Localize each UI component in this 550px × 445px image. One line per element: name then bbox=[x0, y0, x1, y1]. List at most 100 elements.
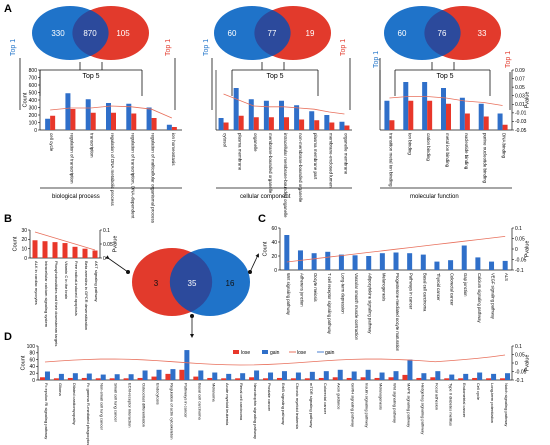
category-tick-label: Fc epsilon RI signaling pathway bbox=[44, 383, 49, 439]
bar-gain bbox=[65, 93, 71, 130]
category-tick-label: Intracellular calcium signaling system bbox=[44, 261, 49, 328]
y-tick-right-label: 0.03 bbox=[515, 93, 525, 99]
y-tick-label: 200 bbox=[29, 113, 38, 119]
y-axis-right-title: Pvalue bbox=[525, 241, 531, 258]
category-tick-label: regulation of multicellular organismal p… bbox=[151, 133, 156, 224]
category-tick-label: metal ion binding bbox=[445, 133, 450, 168]
venn-mid-count: 35 bbox=[188, 279, 197, 288]
legend-swatch-gain bbox=[262, 350, 268, 354]
bar-lose bbox=[346, 377, 352, 380]
category-tick-label: ALS bbox=[504, 273, 509, 281]
category-tick-label: Calcium signaling pathway bbox=[477, 273, 482, 323]
bar-gain bbox=[284, 235, 290, 270]
bar-gain bbox=[421, 373, 427, 380]
bar-lose bbox=[360, 377, 366, 380]
bar-gain bbox=[477, 372, 483, 380]
venn-right-count: 33 bbox=[478, 29, 487, 38]
y-tick-label: 40 bbox=[29, 364, 35, 370]
category-tick-label: T cell receptor signaling pathway bbox=[327, 273, 332, 335]
category-tick-label: Pathways in cancer bbox=[409, 273, 414, 310]
top1-right-label: Top 1 bbox=[165, 39, 172, 56]
y-tick-right-label: -0.03 bbox=[515, 119, 527, 125]
bar-lose bbox=[249, 377, 255, 380]
y-tick-label: 0 bbox=[274, 268, 277, 274]
bar-lose bbox=[444, 378, 450, 380]
bar-lose bbox=[32, 240, 38, 258]
top5-label: Top 5 bbox=[82, 73, 99, 80]
bar-gain bbox=[449, 374, 455, 380]
bar-lose bbox=[90, 112, 96, 130]
bar-lose bbox=[151, 376, 157, 380]
category-tick-label: ECM-receptor interaction bbox=[128, 383, 133, 427]
category-tick-label: Melanogenesis bbox=[381, 273, 386, 301]
category-tick-label: nucleotide binding bbox=[464, 133, 469, 170]
venn-a-molecular: 60 76 33 Top 1 Top 1 Top 5 bbox=[373, 6, 512, 110]
y-tick-right-label: 0.01 bbox=[515, 102, 525, 108]
category-tick-label: Vitamin C in the brain bbox=[64, 261, 69, 299]
bar-lose bbox=[207, 377, 213, 380]
bar-gain bbox=[384, 100, 390, 130]
category-tick-label: Prostate cancer bbox=[267, 383, 272, 412]
category-tick-label: Thyroid cancer bbox=[436, 273, 441, 301]
bar-gain bbox=[325, 251, 331, 270]
y-tick-label: 10 bbox=[21, 246, 27, 252]
y-axis-right-title: Pvalue bbox=[113, 236, 119, 253]
bar-gain bbox=[295, 372, 301, 380]
bar-lose bbox=[50, 115, 56, 130]
bar-gain bbox=[497, 113, 503, 130]
y-tick-right-label: 0 bbox=[515, 361, 518, 367]
venn-left-count: 3 bbox=[154, 279, 159, 288]
category-tick-label: Wnt signaling pathway bbox=[393, 383, 398, 423]
y-tick-right-label: 0.05 bbox=[103, 242, 113, 248]
bar-gain bbox=[407, 359, 413, 380]
venn-mid-count: 76 bbox=[438, 29, 447, 38]
bar-gain bbox=[323, 371, 329, 380]
pvalue-line bbox=[223, 93, 345, 115]
chart-a-molecular-function: 0.09 0.07 0.05 0.03 0.01 -0.01 -0.03 -0.05 Pvalu… bbox=[379, 68, 531, 187]
category-tick-label: Wnt signaling pathway bbox=[286, 273, 291, 316]
y-tick-right-label: -0.01 bbox=[515, 111, 527, 117]
bar-gain bbox=[478, 103, 484, 130]
bar-lose bbox=[332, 377, 338, 380]
category-tick-label: Phosphoinositides and their downstream t… bbox=[54, 261, 59, 346]
category-tick-label: Endometrial cancer bbox=[462, 383, 467, 418]
bar-gain bbox=[44, 371, 50, 380]
arrow-dot-c bbox=[248, 270, 252, 274]
category-tick-label: Long-term depression bbox=[340, 273, 345, 314]
bar-lose bbox=[458, 378, 464, 380]
y-axis-right-title: Pvalue bbox=[525, 92, 531, 109]
y-tick-right-label: 0.07 bbox=[515, 76, 525, 82]
bar-lose bbox=[82, 248, 88, 258]
category-tick-label: Acute myeloid leukemia bbox=[225, 383, 230, 426]
category-tick-label: Endocytosis bbox=[156, 383, 161, 405]
bar-lose bbox=[318, 377, 324, 380]
bar-lose bbox=[111, 112, 116, 130]
bar-lose bbox=[235, 378, 241, 380]
bar-lose bbox=[408, 100, 414, 130]
category-tick-label: Dilated cardiomyopathy bbox=[72, 383, 77, 425]
category-tick-label: Notch signaling pathway bbox=[504, 383, 509, 426]
category-tick-label: non-membrane-bounded organelle bbox=[298, 133, 303, 203]
venn-overlap bbox=[72, 10, 109, 56]
arrow-dot-d bbox=[190, 314, 194, 318]
chart-d: 020406080100Count0.10.050-0.05-0.1Pvalue… bbox=[21, 344, 531, 445]
y-tick-label: 60 bbox=[271, 226, 277, 232]
category-tick-label: Fc gamma R-mediated phagocytosis bbox=[86, 383, 91, 445]
bar-gain bbox=[218, 118, 224, 130]
bar-lose bbox=[171, 127, 177, 130]
bar-lose bbox=[329, 122, 335, 130]
bar-lose bbox=[223, 122, 229, 130]
y-tick-label: 30 bbox=[21, 228, 27, 234]
venn-a-biological: 330 870 105 Top 1 Top 1 Top 5 bbox=[10, 6, 176, 110]
category-tick-label: AKT signaling pathway bbox=[94, 261, 99, 302]
bar-gain bbox=[85, 99, 91, 130]
category-tick-label: regulation of transcription bbox=[69, 133, 74, 184]
bar-gain bbox=[226, 373, 232, 380]
pvalue-line bbox=[389, 96, 503, 106]
category-tick-label: MAPK signaling pathway bbox=[406, 383, 411, 427]
bar-gain bbox=[339, 121, 345, 130]
bar-lose bbox=[131, 113, 137, 130]
bar-gain bbox=[338, 254, 344, 270]
bar-gain bbox=[198, 370, 204, 380]
